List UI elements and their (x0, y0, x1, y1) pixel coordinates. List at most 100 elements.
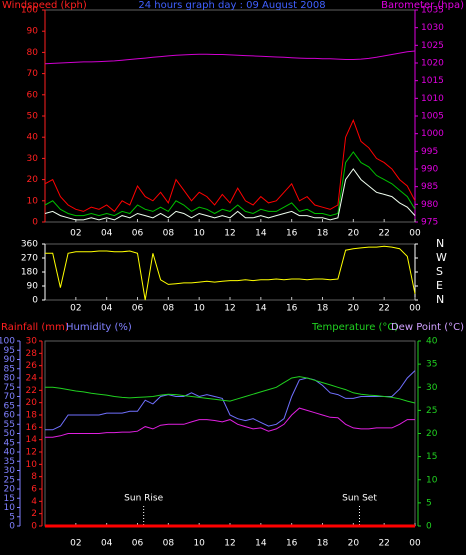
x-tick-label: 00 (409, 304, 421, 314)
header-label: 24 hours graph day : 09 August 2008 (138, 0, 325, 11)
tick-label: 16 (26, 423, 38, 433)
x-tick-label: 16 (286, 304, 298, 314)
tick-label: 100 (0, 337, 15, 347)
tick-label: 15 (426, 452, 437, 462)
tick-label: 40 (426, 337, 438, 347)
x-tick-label: 06 (132, 539, 144, 549)
tick-label: 80 (4, 374, 16, 384)
tick-label: 10 (26, 460, 38, 470)
tick-label: 20 (4, 485, 16, 495)
x-tick-label: 22 (378, 304, 389, 314)
tick-label: 1025 (421, 41, 444, 51)
tick-label: 35 (426, 360, 437, 370)
x-tick-label: 22 (378, 229, 389, 239)
tick-label: 50 (27, 112, 39, 122)
tick-label: 0 (32, 218, 38, 228)
tick-label: 90 (27, 282, 39, 292)
annotation-label: Sun Set (342, 494, 377, 504)
tick-label: 1035 (421, 6, 444, 16)
tick-label: 25 (426, 406, 437, 416)
tick-label: 85 (4, 364, 15, 374)
x-tick-label: 00 (409, 539, 421, 549)
tick-label: 5 (426, 498, 432, 508)
tick-label: 15 (4, 494, 15, 504)
x-tick-label: 10 (193, 539, 205, 549)
x-tick-label: 22 (378, 539, 389, 549)
x-tick-label: 12 (224, 229, 235, 239)
tick-label: 1000 (421, 129, 444, 139)
tick-label: 20 (426, 429, 438, 439)
tick-label: 10 (27, 196, 39, 206)
tick-label: 30 (26, 337, 38, 347)
x-tick-label: 12 (224, 539, 235, 549)
tick-label: 24 (26, 374, 38, 384)
x-tick-label: 14 (255, 304, 267, 314)
tick-label: 65 (4, 401, 15, 411)
x-tick-label: 02 (70, 539, 81, 549)
header-label: Humidity (%) (66, 322, 132, 333)
tick-label: 30 (426, 383, 438, 393)
tick-label: 5 (9, 512, 15, 522)
tick-label: 55 (4, 420, 15, 430)
tick-label: 12 (26, 448, 37, 458)
x-tick-label: 02 (70, 229, 81, 239)
x-tick-label: 08 (163, 304, 175, 314)
tick-label: 22 (26, 386, 37, 396)
x-tick-label: 10 (193, 304, 205, 314)
tick-label: 8 (31, 472, 37, 482)
series-line (44, 168, 416, 221)
tick-label: 35 (4, 457, 15, 467)
x-tick-label: 06 (132, 229, 144, 239)
tick-label: 60 (27, 90, 39, 100)
tick-label: 90 (4, 355, 16, 365)
tick-label: 2 (31, 509, 37, 519)
tick-label: 26 (26, 361, 38, 371)
tick-label: 18 (26, 411, 38, 421)
tick-label: 0 (32, 296, 38, 306)
tick-label: 30 (27, 154, 39, 164)
tick-label: 95 (4, 346, 15, 356)
tick-label: 6 (31, 485, 37, 495)
x-tick-label: 06 (132, 304, 144, 314)
x-tick-label: 10 (193, 229, 205, 239)
x-tick-label: 04 (101, 304, 113, 314)
tick-label: N (436, 293, 444, 306)
tick-label: 50 (4, 429, 16, 439)
tick-label: 40 (4, 448, 16, 458)
tick-label: 40 (27, 133, 39, 143)
tick-label: 10 (4, 503, 16, 513)
series-line (44, 151, 416, 217)
tick-label: W (436, 251, 447, 264)
x-tick-label: 18 (317, 304, 329, 314)
tick-label: 975 (421, 218, 438, 228)
tick-label: 0 (426, 522, 432, 532)
x-tick-label: 08 (163, 229, 175, 239)
tick-label: 1010 (421, 94, 444, 104)
x-tick-label: 12 (224, 304, 235, 314)
header-label: Temperature (°C) (311, 322, 398, 333)
x-tick-label: 20 (348, 539, 360, 549)
tick-label: 980 (421, 200, 438, 210)
tick-label: 28 (26, 349, 38, 359)
tick-label: 20 (27, 175, 39, 185)
tick-label: 100 (21, 6, 38, 16)
x-tick-label: 18 (317, 229, 329, 239)
header-label: Rainfall (mm) (1, 322, 69, 333)
tick-label: 1030 (421, 23, 444, 33)
tick-label: 0 (31, 522, 37, 532)
series-line (45, 407, 415, 438)
tick-label: N (436, 237, 444, 250)
tick-label: 30 (4, 466, 16, 476)
x-tick-label: 00 (409, 229, 421, 239)
tick-label: E (436, 279, 443, 292)
tick-label: 10 (426, 475, 438, 485)
tick-label: 1005 (421, 112, 444, 122)
x-tick-label: 16 (286, 229, 298, 239)
tick-label: 270 (21, 254, 38, 264)
x-tick-label: 04 (101, 229, 113, 239)
series-line (44, 50, 416, 65)
x-tick-label: 08 (163, 539, 175, 549)
series-line (45, 370, 416, 431)
tick-label: 25 (4, 475, 15, 485)
